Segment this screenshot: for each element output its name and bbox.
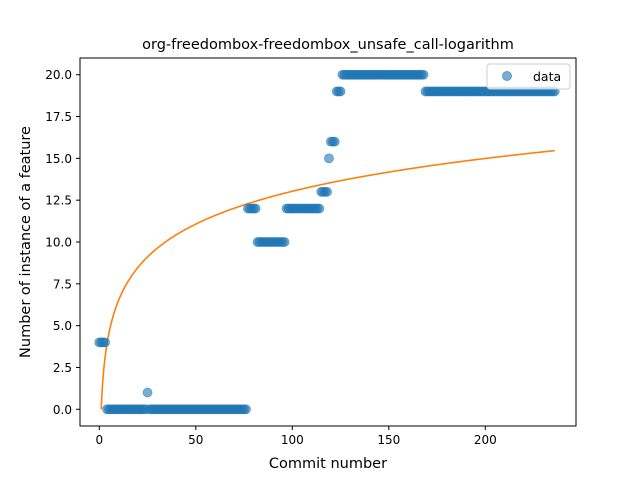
fit-line-layer xyxy=(100,149,555,410)
data-point xyxy=(100,337,110,348)
fit-line xyxy=(100,149,555,410)
legend-box xyxy=(486,63,571,90)
y-tick-label: 0.0 xyxy=(53,403,72,417)
data-points-layer xyxy=(94,69,560,415)
data-point xyxy=(241,404,251,415)
legend-label: data xyxy=(533,69,561,84)
y-tick-label: 2.5 xyxy=(53,361,72,375)
y-tick-label: 10.0 xyxy=(45,236,72,250)
x-tick-label: 50 xyxy=(188,433,203,447)
x-tick-label: 0 xyxy=(95,433,103,447)
x-axis: 0 50 100 150 200 xyxy=(95,426,497,447)
data-point xyxy=(279,237,290,247)
y-tick-label: 17.5 xyxy=(45,110,72,124)
data-point xyxy=(314,203,325,214)
y-tick-label: 12.5 xyxy=(45,194,72,208)
x-tick-label: 150 xyxy=(377,433,400,447)
x-axis-label: Commit number xyxy=(269,456,387,472)
legend-marker xyxy=(502,71,512,81)
legend: data xyxy=(486,63,571,90)
y-tick-label: 15.0 xyxy=(45,152,72,166)
data-point xyxy=(329,136,340,147)
data-point xyxy=(250,203,261,214)
y-tick-label: 7.5 xyxy=(53,277,72,291)
data-point xyxy=(142,387,153,398)
data-point xyxy=(322,186,332,197)
y-axis-label: Number of instance of a feature xyxy=(18,126,34,358)
data-point xyxy=(335,86,346,97)
y-tick-label: 20.0 xyxy=(45,68,72,82)
data-point xyxy=(418,69,429,80)
y-tick-label: 5.0 xyxy=(53,319,72,333)
x-tick-label: 200 xyxy=(474,433,497,447)
data-point xyxy=(324,153,334,164)
x-tick-label: 100 xyxy=(281,433,304,447)
chart-title: org-freedombox-freedombox_unsafe_call-lo… xyxy=(142,37,514,53)
y-axis: 0.0 2.5 5.0 7.5 10.0 12.5 15.0 17.5 20.0 xyxy=(45,68,80,417)
